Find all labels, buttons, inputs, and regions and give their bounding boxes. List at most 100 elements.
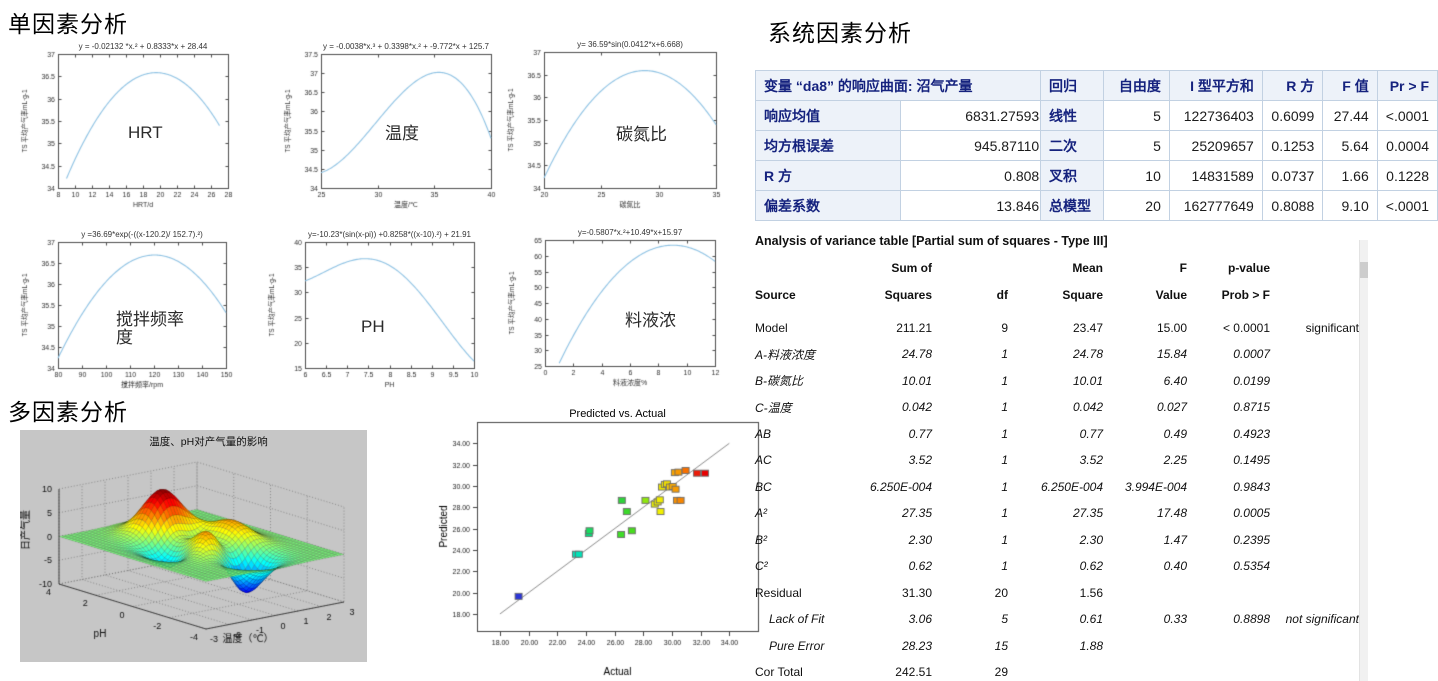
table-row: 叉积 10 14831589 0.0737 1.66 0.1228 <box>1040 160 1438 191</box>
vertical-scrollbar[interactable] <box>1359 240 1368 681</box>
regression-value-cell: 5 <box>1102 100 1170 131</box>
anova-value-cell: 3.52 <box>908 453 932 468</box>
regression-value-cell: 162777649 <box>1168 190 1263 221</box>
anova-value-cell: 23.47 <box>1072 320 1103 335</box>
anova-value-cell: 10.01 <box>1072 373 1103 388</box>
anova-value-cell: 1 <box>1001 453 1008 468</box>
anova-source-cell: Model <box>755 320 788 335</box>
response-surface-table: 变量 “da8” 的响应曲面: 沼气产量 响应均值 6831.275938 均方根误差… <box>755 70 1056 221</box>
column-header-cell: R 方 <box>1261 70 1324 101</box>
plot-cn-ratio-factor-label: 碳氮比 <box>616 125 667 144</box>
regression-type-cell: 叉积 <box>1040 160 1104 191</box>
anova-row: BC 6.250E-004 1 6.250E-004 3.994E-004 0.9843 <box>755 474 1359 501</box>
section-title-system-factor: 系统因素分析 <box>768 20 912 46</box>
table-row: 变量 “da8” 的响应曲面: 沼气产量 <box>755 70 1056 101</box>
plot-ph-equation: y=-10.23*(sin(x-pi)) +0.8258*((x-10).²) … <box>308 230 471 239</box>
anova-row: Source Squares df Square Value Prob > F <box>755 282 1359 308</box>
anova-source-cell: B² <box>755 532 767 547</box>
anova-value-cell: 9 <box>1001 320 1008 335</box>
anova-source-cell: Residual <box>755 585 802 600</box>
anova-title: Analysis of variance table [Partial sum … <box>755 234 1108 248</box>
anova-value-cell: 17.48 <box>1156 506 1187 521</box>
anova-value-cell: 31.30 <box>901 585 932 600</box>
anova-value-cell: 24.78 <box>901 347 932 362</box>
regression-value-cell: 5 <box>1102 130 1170 161</box>
anova-source-cell: Source <box>755 287 796 302</box>
regression-type-cell: 二次 <box>1040 130 1104 161</box>
anova-source-cell: C² <box>755 559 768 574</box>
regression-value-cell: 0.0737 <box>1261 160 1324 191</box>
scatter-plot-title: Predicted vs. Actual <box>569 408 666 420</box>
scatter-plot: Predicted vs. Actual <box>437 408 768 681</box>
surface-plot: 温度、pH对产气量的影响 <box>20 430 367 662</box>
regression-value-cell: 0.1228 <box>1376 160 1438 191</box>
anova-row: B² 2.30 1 2.30 1.47 0.2395 <box>755 527 1359 554</box>
anova-value-cell: 2.30 <box>908 532 932 547</box>
anova-value-cell: 0.49 <box>1163 426 1187 441</box>
anova-row: A-料液浓度 24.78 1 24.78 15.84 0.0007 <box>755 341 1359 368</box>
anova-value-cell: 0.77 <box>908 426 932 441</box>
anova-value-cell: 6.40 <box>1163 373 1187 388</box>
anova-row: Lack of Fit 3.06 5 0.61 0.33 0.8898 not signif… <box>755 606 1359 633</box>
stat-label-cell: R 方 <box>755 160 901 191</box>
scatter-plot-canvas <box>437 408 768 681</box>
anova-value-cell: < 0.0001 <box>1222 320 1270 335</box>
surface-plot-title: 温度、pH对产气量的影响 <box>149 436 268 448</box>
anova-value-cell: 0.62 <box>1079 559 1103 574</box>
anova-row: Cor Total 242.51 29 <box>755 659 1359 681</box>
anova-row: C-温度 0.042 1 0.042 0.027 0.8715 <box>755 394 1359 421</box>
regression-value-cell: 122736403 <box>1168 100 1263 131</box>
anova-value-cell: 1 <box>1001 559 1008 574</box>
anova-value-cell: 211.21 <box>896 320 932 335</box>
anova-value-cell: 0.2395 <box>1233 532 1270 547</box>
plot-cn-ratio-canvas <box>502 36 726 214</box>
anova-row: Residual 31.30 20 1.56 <box>755 580 1359 607</box>
response-table-header: 变量 “da8” 的响应曲面: 沼气产量 <box>755 70 1056 101</box>
anova-value-cell: p-value <box>1227 261 1270 276</box>
column-header-cell: 自由度 <box>1102 70 1170 101</box>
table-row: 二次 5 25209657 0.1253 5.64 0.0004 <box>1040 130 1438 161</box>
anova-value-cell: 1 <box>1001 347 1008 362</box>
anova-value-cell: 3.06 <box>908 612 932 627</box>
anova-value-cell: 0.0199 <box>1233 373 1270 388</box>
regression-value-cell: <.0001 <box>1376 100 1438 131</box>
anova-value-cell: 5 <box>1001 612 1008 627</box>
plot-concentration-factor-label: 料液浓 <box>625 311 676 330</box>
stat-value-cell: 945.871107 <box>900 130 1056 161</box>
table-row: 响应均值 6831.275938 <box>755 100 1056 131</box>
anova-value-cell: 0.40 <box>1163 559 1187 574</box>
plot-hrt-canvas <box>16 38 238 214</box>
plot-concentration-equation: y=-0.5807*x.²+10.49*x+15.97 <box>577 228 683 237</box>
plot-temperature-factor-label: 温度 <box>385 124 419 143</box>
regression-value-cell: 9.10 <box>1322 190 1378 221</box>
anova-value-cell: 15 <box>994 638 1008 653</box>
scrollbar-thumb[interactable] <box>1360 262 1368 278</box>
table-row: R 方 0.8088 <box>755 160 1056 191</box>
anova-value-cell: 0.61 <box>1079 612 1103 627</box>
anova-value-cell: 1.56 <box>1079 585 1103 600</box>
anova-value-cell: significant <box>1305 320 1359 335</box>
regression-value-cell: 10 <box>1102 160 1170 191</box>
anova-value-cell: 6.250E-004 <box>1040 479 1103 494</box>
regression-value-cell: 5.64 <box>1322 130 1378 161</box>
anova-value-cell: 0.5354 <box>1233 559 1270 574</box>
anova-source-cell: BC <box>755 479 772 494</box>
stat-value-cell: 0.8088 <box>900 160 1056 191</box>
anova-value-cell: 0.62 <box>908 559 932 574</box>
anova-value-cell: 1 <box>1001 532 1008 547</box>
anova-table: Analysis of variance table [Partial sum … <box>755 234 1359 681</box>
anova-row: B-碳氮比 10.01 1 10.01 6.40 0.0199 <box>755 368 1359 395</box>
anova-value-cell: 24.78 <box>1072 347 1103 362</box>
anova-source-cell: B-碳氮比 <box>755 374 804 389</box>
anova-source-cell: AB <box>755 426 772 441</box>
section-title-single-factor: 单因素分析 <box>8 11 128 37</box>
anova-value-cell: 0.8898 <box>1233 612 1270 627</box>
anova-value-cell: 2.30 <box>1079 532 1103 547</box>
plot-concentration-canvas <box>503 224 725 392</box>
anova-source-cell: Pure Error <box>769 638 825 653</box>
anova-value-cell: 1 <box>1001 400 1008 415</box>
plot-stirring: y =36.69*exp(-((x-120.2)/ 152.7).²) 搅拌频率… <box>16 226 236 394</box>
anova-value-cell: F <box>1179 261 1187 276</box>
